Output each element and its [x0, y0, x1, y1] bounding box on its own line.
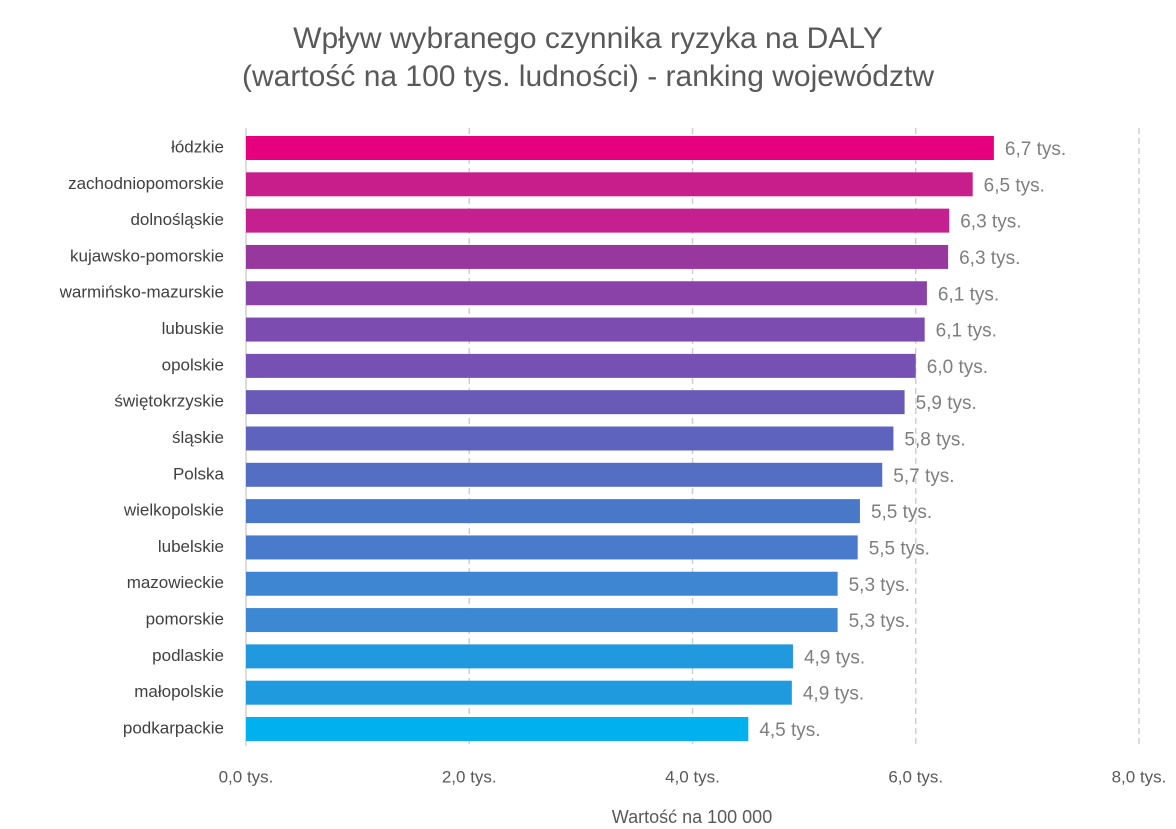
y-tick-label: kujawsko-pomorskie: [70, 246, 224, 265]
data-label: 4,9 tys.: [803, 684, 864, 705]
y-tick-label: śląskie: [172, 428, 224, 447]
bar: [246, 208, 950, 233]
data-label: 6,3 tys.: [960, 212, 1021, 233]
y-tick-label: łódzkie: [171, 137, 224, 156]
y-tick-label: mazowieckie: [127, 573, 224, 592]
y-tick-label: zachodniopomorskie: [68, 174, 224, 193]
y-tick-label: świętokrzyskie: [114, 392, 224, 411]
bar: [246, 281, 927, 306]
bar: [246, 535, 858, 560]
bar: [246, 608, 838, 633]
data-label: 6,5 tys.: [984, 175, 1045, 196]
chart-title: Wpływ wybranego czynnika ryzyka na DALY: [293, 22, 883, 55]
y-tick-label: pomorskie: [146, 610, 224, 629]
bar: [246, 680, 792, 705]
bar: [246, 172, 973, 197]
data-label: 5,8 tys.: [904, 430, 965, 451]
data-label: 5,7 tys.: [893, 466, 954, 487]
x-tick-label: 2,0 tys.: [442, 767, 497, 786]
y-tick-label: podlaskie: [152, 646, 224, 665]
data-label: 6,1 tys.: [938, 284, 999, 305]
bar: [246, 136, 994, 160]
bar: [246, 717, 749, 741]
data-label: 5,5 tys.: [869, 538, 930, 559]
y-tick-label: Polska: [173, 464, 225, 483]
bar: [246, 426, 894, 451]
bar: [246, 390, 905, 415]
chart-subtitle: (wartość na 100 tys. ludności) - ranking…: [242, 60, 934, 93]
y-tick-label: lubelskie: [158, 537, 224, 556]
bar: [246, 462, 883, 487]
data-label: 6,3 tys.: [959, 248, 1020, 269]
bar: [246, 353, 916, 378]
bar: [246, 644, 793, 669]
x-tick-label: 8,0 tys.: [1112, 767, 1167, 786]
y-tick-label: opolskie: [162, 355, 224, 374]
data-label: 5,3 tys.: [849, 575, 910, 596]
bar: [246, 499, 860, 524]
data-label: 4,5 tys.: [759, 720, 820, 741]
x-tick-label: 6,0 tys.: [888, 767, 943, 786]
data-label: 5,5 tys.: [871, 502, 932, 523]
x-tick-label: 4,0 tys.: [665, 767, 720, 786]
bar: [246, 571, 838, 596]
data-label: 6,7 tys.: [1005, 139, 1066, 160]
data-label: 6,1 tys.: [936, 321, 997, 342]
bar: [246, 317, 925, 342]
y-tick-label: małopolskie: [134, 682, 224, 701]
y-tick-label: podkarpackie: [123, 718, 224, 737]
y-tick-label: warmińsko-mazurskie: [59, 283, 224, 302]
data-label: 5,9 tys.: [916, 393, 977, 414]
x-tick-label: 0,0 tys.: [219, 767, 274, 786]
y-tick-label: wielkopolskie: [123, 501, 224, 520]
data-label: 6,0 tys.: [927, 357, 988, 378]
bar: [246, 244, 949, 269]
y-tick-label: dolnośląskie: [130, 210, 224, 229]
x-axis-label: Wartość na 100 000: [612, 807, 772, 827]
data-label: 5,3 tys.: [849, 611, 910, 632]
data-label: 4,9 tys.: [804, 647, 865, 668]
y-tick-label: lubuskie: [162, 319, 224, 338]
